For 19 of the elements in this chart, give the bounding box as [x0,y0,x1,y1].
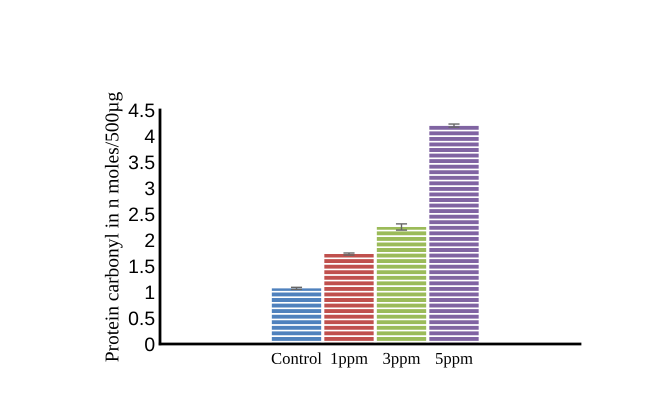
x-tick-label: 5ppm [436,352,473,368]
x-tick-label: 3ppm [383,352,420,368]
y-tick-label: 1.5 [130,260,154,274]
y-tick-label: 3 [145,181,154,196]
x-tick-label: 1ppm [331,352,368,368]
y-tick-label: 4 [144,130,155,144]
y-tick-label: 2 [145,233,154,248]
y-tick-label: 3.5 [128,155,154,170]
y-tick-label: 0 [145,337,154,352]
x-tick-label: Control [272,352,322,364]
y-tick-label: 4.5 [128,104,154,118]
bar [272,288,322,344]
bar [429,126,479,344]
bar [376,227,426,344]
y-tick-label: 1 [146,286,154,300]
y-tick-label: 0.5 [128,311,154,326]
y-axis-title: Protein carbonyl in n moles/500µg [104,92,123,362]
bar [324,254,374,344]
y-tick-label: 2.5 [129,207,154,222]
